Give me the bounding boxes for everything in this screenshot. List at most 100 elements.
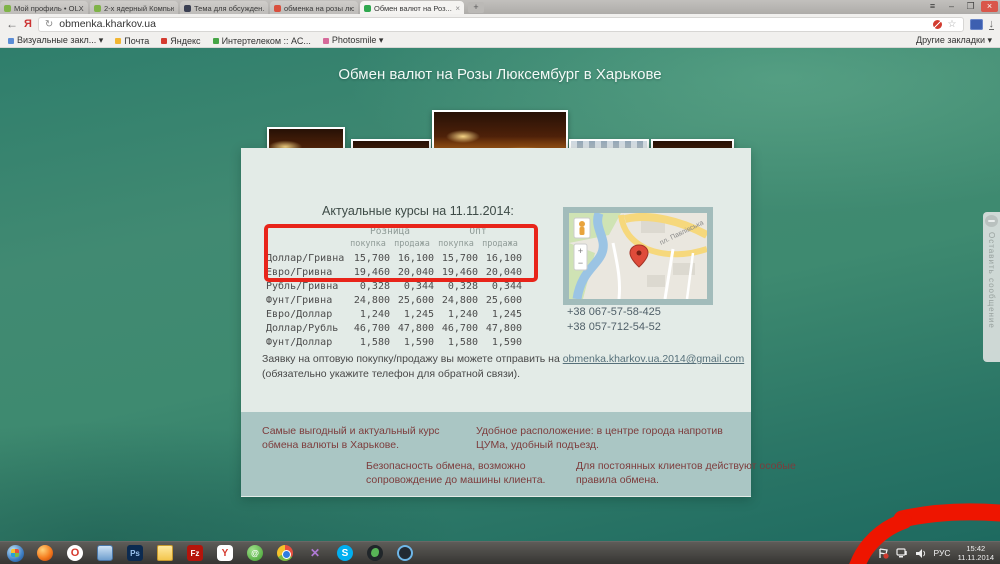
tab-obmenka-search[interactable]: обменка на розы лю...	[270, 1, 358, 14]
taskbar-folder[interactable]	[150, 542, 180, 564]
rate-row: Рубль/Гривна 0,328 0,344 0,328 0,344	[266, 280, 566, 294]
taskbar-explorer-window[interactable]	[90, 542, 120, 564]
tab-title: Мой профиль • OLX...	[14, 4, 84, 13]
action-center-flag-icon[interactable]	[878, 547, 889, 559]
rate-value: 15,700	[353, 253, 390, 264]
rate-value: 0,344	[403, 281, 434, 292]
tab-favicon	[94, 5, 101, 12]
window-controls: ≡ – ❐ ×	[924, 1, 998, 12]
bookmark-photosmile[interactable]: Photosmile ▾	[322, 35, 384, 46]
rate-row: Фунт/Гривна 24,800 25,600 24,800 25,600	[266, 294, 566, 308]
maximize-button[interactable]: ❐	[966, 1, 975, 11]
taskbar-photoshop[interactable]: Ps	[120, 542, 150, 564]
windows-start-icon	[6, 544, 24, 562]
rate-value: 0,328	[447, 281, 478, 292]
wholesale-text-after: (обязательно укажите телефон для обратно…	[262, 368, 521, 380]
opera-icon: O	[67, 545, 83, 561]
tab-dual-core[interactable]: 2-х ядерный Компью...	[90, 1, 178, 14]
bookmark-yandex[interactable]: Яндекс	[161, 36, 201, 46]
network-icon[interactable]	[895, 547, 908, 559]
other-bookmarks[interactable]: Другие закладки ▾	[916, 35, 992, 46]
clock-time: 15:42	[966, 544, 986, 553]
taskbar-opera[interactable]: O	[60, 542, 90, 564]
taskbar: O Ps Fz Y @ ✕ S ◂ РУС	[0, 541, 1000, 564]
rate-value: 46,700	[441, 323, 478, 334]
adblock-icon[interactable]	[932, 19, 942, 29]
feature-location: Удобное расположение: в центре города на…	[476, 425, 723, 451]
yandex-browser-icon: Y	[217, 545, 233, 561]
download-icon[interactable]: ↓	[988, 17, 994, 30]
language-indicator[interactable]: РУС	[933, 548, 951, 558]
taskbar-filezilla[interactable]: Fz	[180, 542, 210, 564]
url-text[interactable]: obmenka.kharkov.ua	[59, 18, 156, 30]
tab-title: 2-х ядерный Компью...	[104, 4, 174, 13]
tab-discussion[interactable]: Тема для обсужден...	[180, 1, 268, 14]
extension-icon[interactable]	[969, 18, 983, 30]
tab-close-icon[interactable]: ×	[455, 4, 460, 13]
rates-heading: Актуальные курсы на 11.11.2014:	[322, 204, 514, 218]
mailru-agent-icon: @	[247, 545, 263, 561]
rates-subheader: покупка продажа покупка продажа	[266, 239, 566, 252]
taskbar-skype[interactable]: S	[330, 542, 360, 564]
tab-olx-profile[interactable]: Мой профиль • OLX...	[0, 1, 88, 14]
rate-value: 25,600	[485, 295, 522, 306]
tab-favicon	[184, 5, 191, 12]
wholesale-note: Заявку на оптовую покупку/продажу вы мож…	[262, 352, 752, 382]
bookmark-label: Photosmile ▾	[331, 35, 384, 45]
photoshop-icon: Ps	[127, 545, 143, 561]
map-zoom-in-button[interactable]: +	[578, 246, 583, 256]
phone-2: +38 057-712-54-52	[567, 321, 661, 333]
address-bar[interactable]: ↻ obmenka.kharkov.ua ☆	[37, 16, 964, 32]
content-box: Актуальные курсы на 11.11.2014: Розница …	[241, 148, 796, 497]
leave-message-tab[interactable]: Оставить сообщение	[983, 212, 1000, 362]
wholesale-text-before: Заявку на оптовую покупку/продажу вы мож…	[262, 353, 563, 365]
start-button[interactable]	[0, 542, 30, 564]
map-pin-icon	[629, 244, 649, 268]
rate-value: 47,800	[397, 323, 434, 334]
rate-value: 20,040	[485, 267, 522, 278]
browser-toolbar: ← Я ↻ obmenka.kharkov.ua ☆ ↓	[0, 14, 1000, 34]
folder-icon	[157, 545, 173, 561]
taskbar-chrome[interactable]	[270, 542, 300, 564]
chat-bubble-icon	[985, 215, 998, 227]
bookmark-favicon	[8, 37, 14, 44]
page-title: Обмен валют на Розы Люксембург в Харьков…	[338, 66, 662, 83]
feature-regulars: Для постоянных клиентов действуют особые…	[576, 460, 796, 486]
refresh-icon[interactable]: ↻	[44, 18, 54, 30]
bookmark-label: Интертелеком :: АС...	[221, 35, 311, 46]
ring-app-icon	[397, 545, 413, 561]
taskbar-yandex-browser[interactable]: Y	[210, 542, 240, 564]
bookmark-mail[interactable]: Почта	[115, 36, 149, 46]
new-tab-button[interactable]: +	[468, 2, 484, 13]
minimize-button[interactable]: –	[948, 1, 954, 11]
taskbar-clock[interactable]: 15:42 11.11.2014	[958, 544, 994, 562]
tab-title: Обмен валют на Роз...	[374, 4, 452, 13]
rates-group-header: Розница Опт	[266, 226, 566, 239]
taskbar-firefox[interactable]	[30, 542, 60, 564]
bookmark-star-icon[interactable]: ☆	[947, 18, 957, 30]
back-icon[interactable]: ←	[6, 17, 18, 31]
tab-exchange-active[interactable]: Обмен валют на Роз... ×	[360, 1, 464, 14]
close-button[interactable]: ×	[981, 1, 998, 12]
group-retail: Розница	[369, 226, 411, 237]
tab-title: Тема для обсужден...	[194, 4, 264, 13]
taskbar-dark-app[interactable]	[360, 542, 390, 564]
rate-value: 0,344	[491, 281, 522, 292]
map-widget[interactable]: пл. Павлівська + −	[563, 207, 713, 305]
bookmark-visual[interactable]: Визуальные закл... ▾	[8, 35, 103, 46]
leave-message-label: Оставить сообщение	[987, 232, 996, 329]
taskbar-mailru-agent[interactable]: @	[240, 542, 270, 564]
map-zoom-out-button[interactable]: −	[578, 258, 583, 268]
volume-icon[interactable]	[915, 548, 927, 559]
bookmarks-bar: Визуальные закл... ▾ Почта Яндекс Интерт…	[0, 34, 1000, 48]
rate-value: 19,460	[441, 267, 478, 278]
taskbar-media-app[interactable]: ✕	[300, 542, 330, 564]
taskbar-ring-app[interactable]	[390, 542, 420, 564]
browser-menu-icon[interactable]: ≡	[929, 1, 936, 11]
rate-row: Доллар/Гривна 15,700 16,100 15,700 16,10…	[266, 252, 566, 266]
pair-label: Фунт/Гривна	[266, 295, 333, 306]
email-link[interactable]: obmenka.kharkov.ua.2014@gmail.com	[562, 353, 745, 365]
rates-table: Розница Опт покупка продажа покупка прод…	[266, 226, 566, 350]
bookmark-intertelecom[interactable]: Интертелеком :: АС...	[212, 35, 311, 46]
yandex-logo-icon[interactable]: Я	[24, 18, 32, 30]
